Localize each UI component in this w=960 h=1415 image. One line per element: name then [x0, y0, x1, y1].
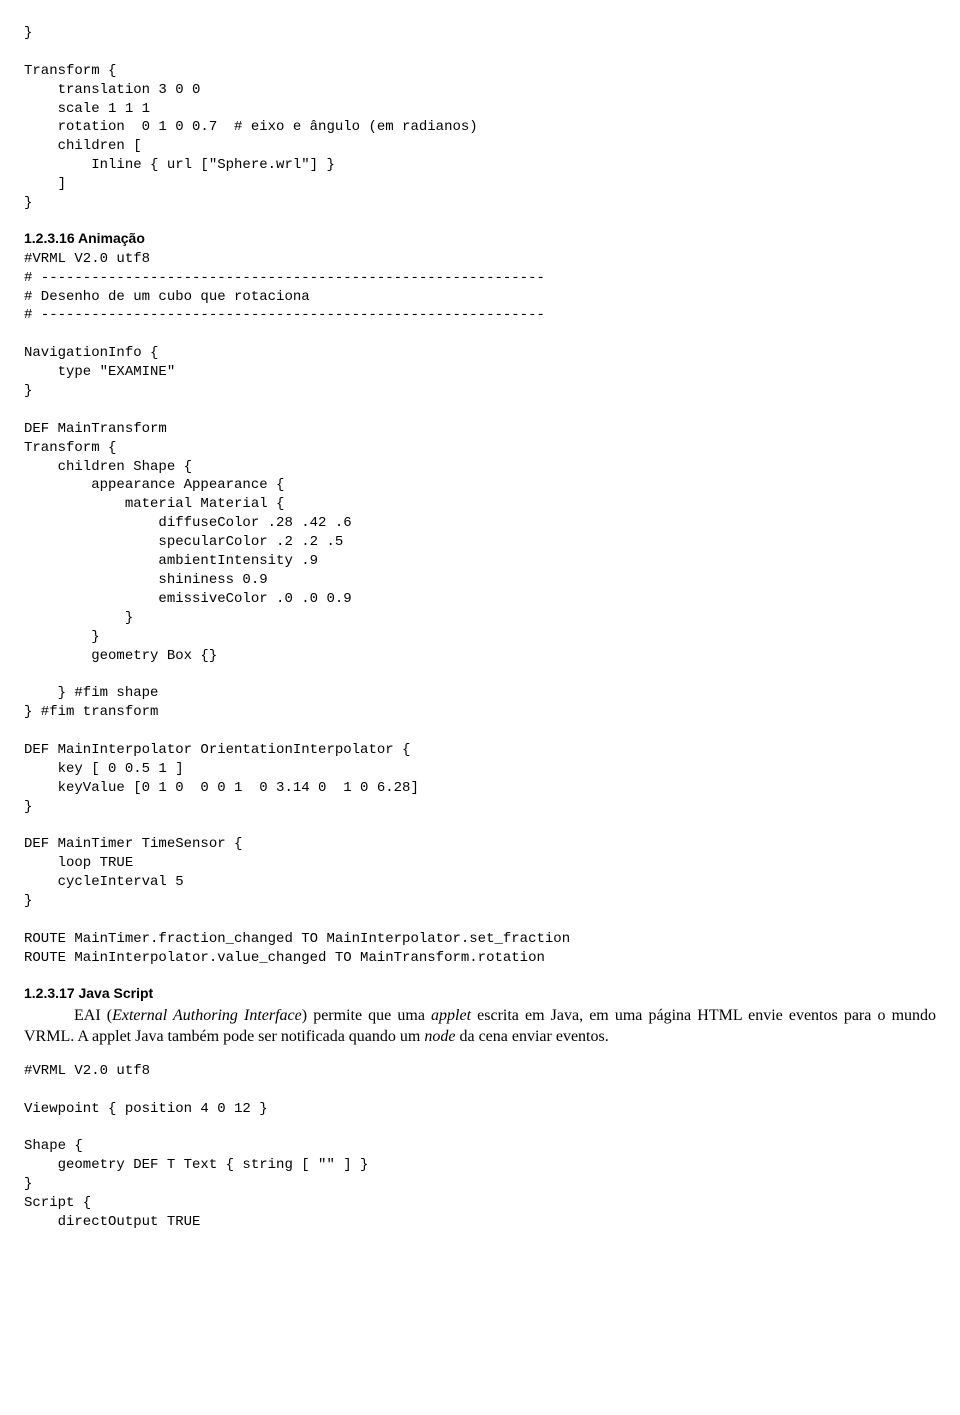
para-text: ) permite que uma — [302, 1007, 431, 1024]
section-header-animacao: 1.2.3.16 Animação — [24, 229, 936, 248]
para-text: EAI ( — [74, 1007, 112, 1024]
para-italic-applet: applet — [431, 1007, 471, 1024]
para-text: da cena enviar eventos. — [455, 1028, 608, 1045]
code-block-transform: } Transform { translation 3 0 0 scale 1 … — [24, 24, 936, 213]
paragraph-eai: EAI (External Authoring Interface) permi… — [24, 1005, 936, 1048]
para-italic-eai: External Authoring Interface — [112, 1007, 302, 1024]
para-italic-node: node — [424, 1028, 455, 1045]
code-block-animacao: #VRML V2.0 utf8 # ----------------------… — [24, 250, 936, 968]
section-header-javascript: 1.2.3.17 Java Script — [24, 984, 936, 1003]
code-block-javascript: #VRML V2.0 utf8 Viewpoint { position 4 0… — [24, 1062, 936, 1232]
